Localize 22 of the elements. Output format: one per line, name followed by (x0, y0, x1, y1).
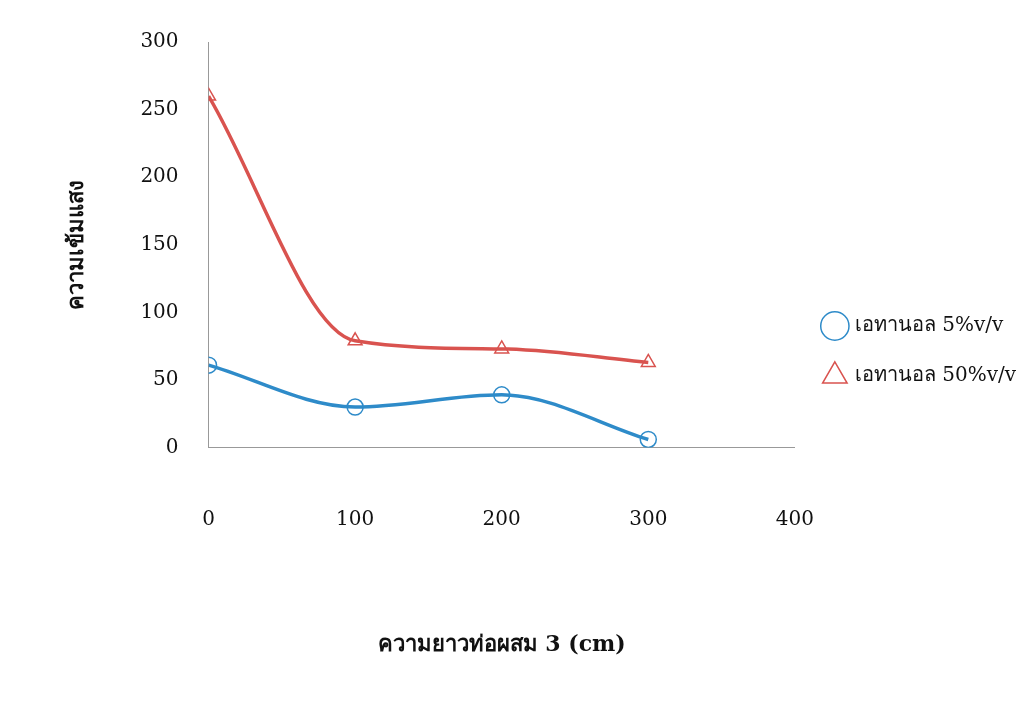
x-tick-label: 0 (202, 505, 215, 530)
point (640, 353, 656, 368)
y-tick-label: 0 (165, 433, 179, 458)
point (639, 430, 658, 448)
y-tick-label: 100 (140, 298, 179, 323)
point (347, 332, 363, 346)
x-axis-title: ความยาวท่อผสม 3 (cm) (377, 629, 626, 656)
y-tick-label: 150 (140, 231, 179, 255)
x-tick-label: 400 (775, 505, 814, 530)
point (494, 340, 510, 354)
y-tick-label: 300 (140, 28, 179, 53)
y-tick-label: 50 (153, 366, 179, 391)
y-tick-label: 200 (140, 163, 179, 188)
x-tick-label: 200 (482, 505, 521, 530)
y-axis-title: ความเข้มแสง (61, 179, 88, 310)
x-tick-label: 300 (629, 505, 668, 530)
point (492, 386, 511, 404)
y-tick-label: 250 (140, 95, 179, 120)
legend-label: เอทานอล 5%v/v (854, 312, 1004, 337)
legend-label: เอทานอล 50%v/v (854, 362, 1017, 387)
point (346, 398, 364, 416)
x-tick-label: 100 (336, 505, 375, 530)
